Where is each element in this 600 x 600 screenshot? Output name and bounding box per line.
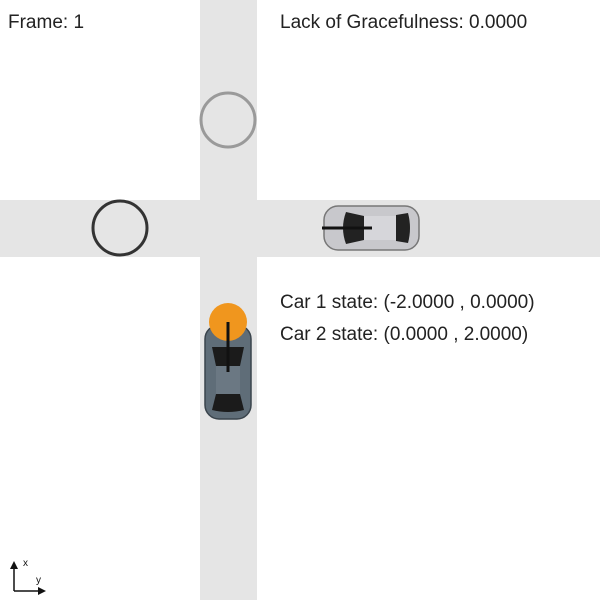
frame-counter: Frame: 1 bbox=[8, 12, 85, 33]
vertical-road bbox=[200, 0, 257, 600]
car2-rear-window bbox=[396, 213, 410, 243]
car2-state-readout: Car 2 state: (0.0000 , 2.0000) bbox=[280, 324, 529, 345]
car1-state-readout: Car 1 state: (-2.0000 , 0.0000) bbox=[280, 292, 535, 313]
car2-goal-circle bbox=[91, 199, 149, 257]
car-1 bbox=[204, 303, 252, 420]
y-axis-label: y bbox=[36, 575, 41, 586]
y-axis-arrowhead bbox=[38, 587, 46, 595]
car1-goal-circle bbox=[199, 91, 257, 149]
car-2 bbox=[322, 205, 420, 251]
x-axis-label: x bbox=[23, 558, 28, 569]
car1-rear-window bbox=[212, 394, 244, 412]
horizontal-road bbox=[0, 200, 600, 257]
axis-indicator: x y bbox=[10, 558, 46, 595]
gracefulness-readout: Lack of Gracefulness: 0.0000 bbox=[280, 12, 528, 33]
x-axis-arrowhead bbox=[10, 561, 18, 569]
